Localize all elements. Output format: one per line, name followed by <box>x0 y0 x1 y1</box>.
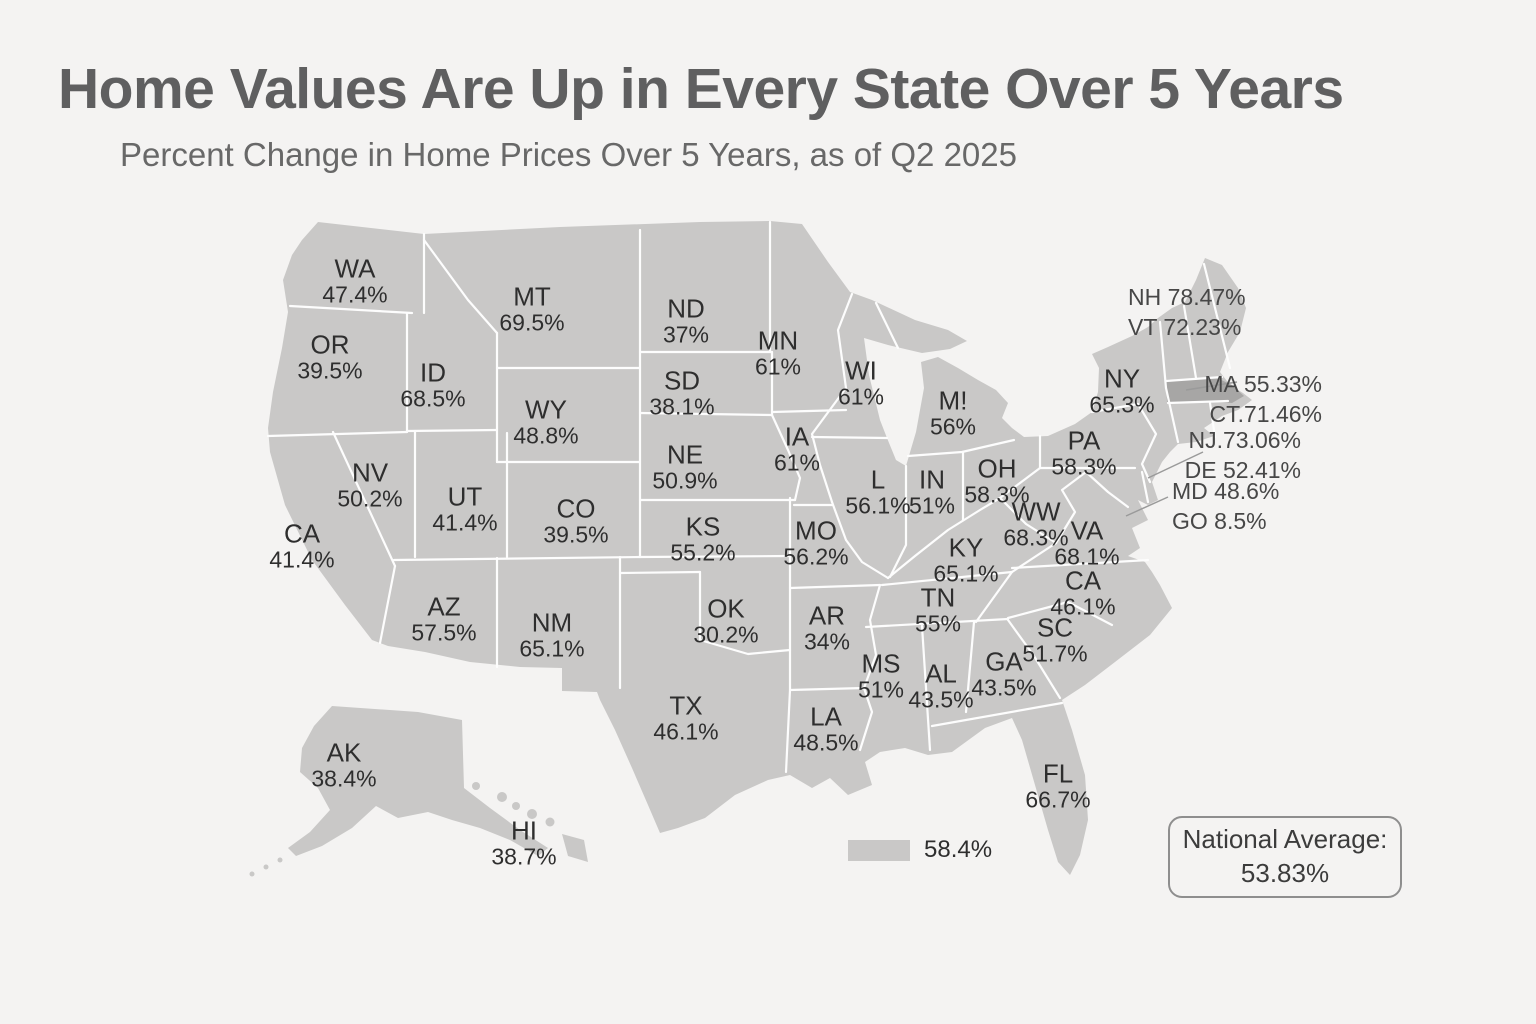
contiguous-us-outline <box>268 221 1252 875</box>
hawaii-islands <box>472 782 588 862</box>
national-average-label: National Average: <box>1182 824 1388 855</box>
page-title: Home Values Are Up in Every State Over 5… <box>58 57 1344 121</box>
national-average-value: 53.83% <box>1240 858 1330 888</box>
legend-swatch-label: 58.4% <box>924 836 993 863</box>
legend-swatch <box>848 839 910 861</box>
map-legend: 58.4% <box>848 836 992 864</box>
alaska-shape <box>249 706 548 877</box>
callout-leader-lines <box>1125 381 1238 517</box>
national-average-box: National Average: 53.83% <box>1168 816 1402 898</box>
page-subtitle: Percent Change in Home Prices Over 5 Yea… <box>120 136 1017 173</box>
state-borders <box>266 220 1232 774</box>
